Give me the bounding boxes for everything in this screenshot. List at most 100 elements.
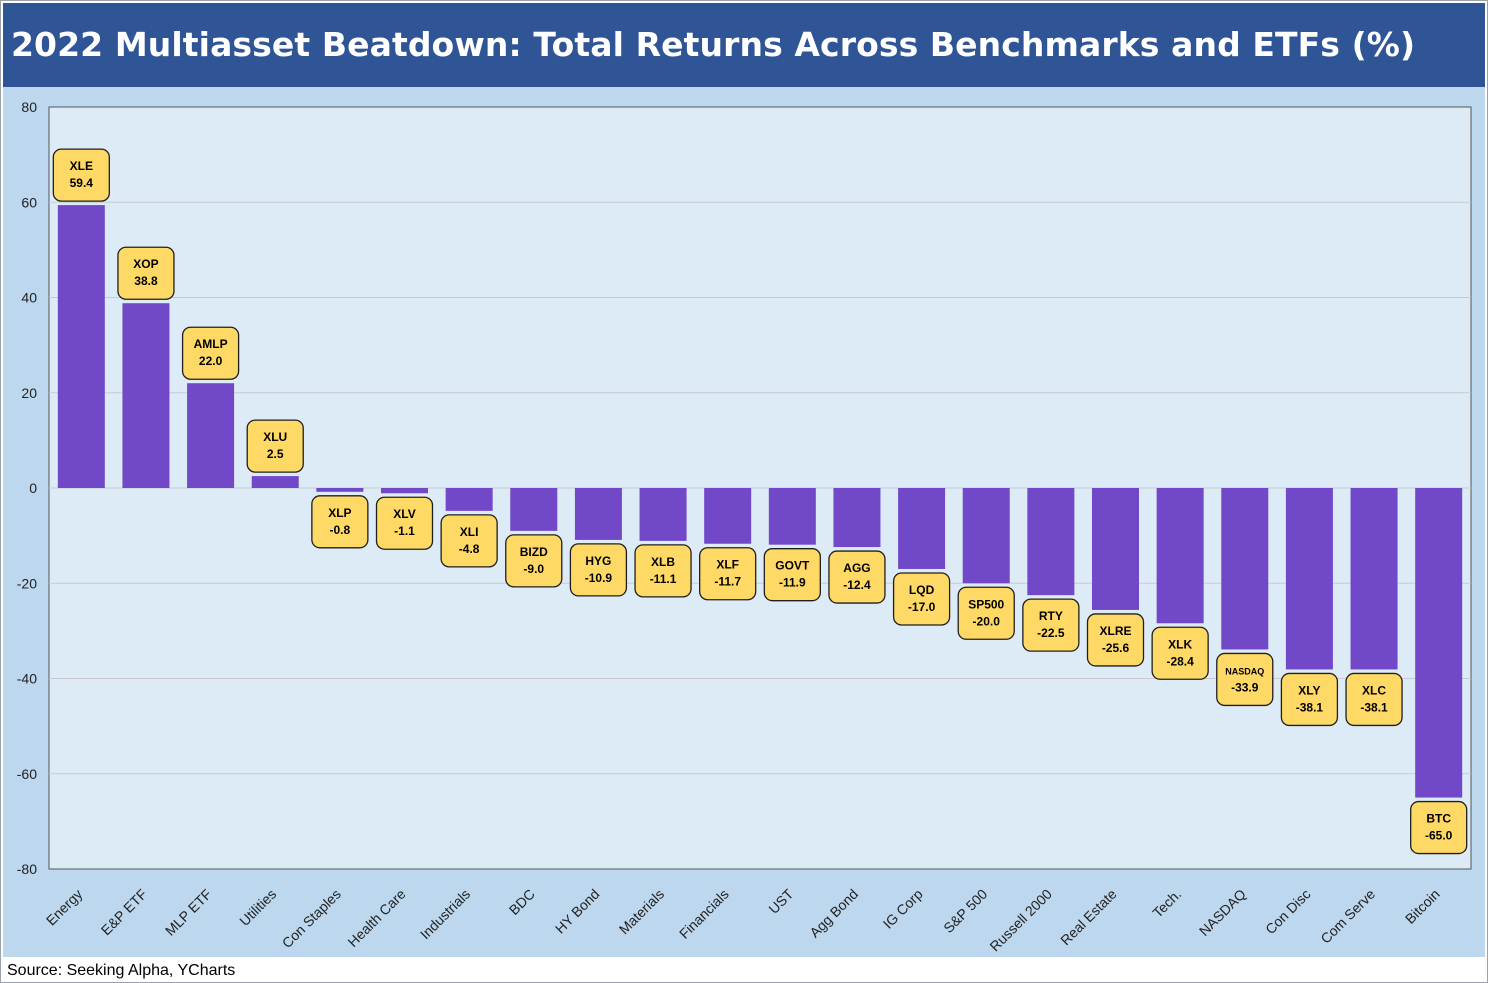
bar (445, 488, 493, 511)
data-label-box (505, 534, 563, 588)
data-label-box (1280, 672, 1339, 727)
x-tick-label: Materials (616, 886, 667, 937)
bar (1350, 488, 1398, 670)
data-label-box (311, 495, 369, 549)
x-tick-label: Com Serve (1317, 886, 1378, 947)
y-tick-label: -60 (17, 766, 37, 782)
x-tick-label: Con Staples (279, 886, 344, 951)
y-tick-label: -40 (17, 671, 37, 687)
data-label-ticker: XLE (70, 159, 93, 173)
data-label: XLI -4.8 (440, 514, 498, 568)
data-label-ticker: XLK (1168, 637, 1192, 651)
bar (510, 488, 558, 531)
bar (768, 488, 816, 545)
data-label-ticker: AMLP (194, 337, 228, 351)
data-label: XLK -28.4 (1151, 626, 1209, 680)
data-label-value: -9.0 (523, 562, 544, 576)
data-label-value: -11.7 (714, 575, 741, 589)
data-label-ticker: SP500 (968, 597, 1004, 611)
data-label: LQD -17.0 (892, 572, 951, 626)
data-label-value: -0.8 (330, 523, 351, 537)
data-label: XLF -11.7 (699, 547, 757, 601)
data-label-value: 59.4 (70, 176, 94, 190)
data-label-value: 38.8 (134, 274, 158, 288)
bar (1285, 488, 1333, 670)
bar (1415, 488, 1463, 798)
data-label-value: -33.9 (1231, 680, 1259, 694)
data-label-value: -38.1 (1296, 700, 1324, 714)
data-label-ticker: LQD (909, 583, 935, 597)
x-tick-label: IG Corp (880, 886, 926, 932)
bar (898, 488, 946, 569)
data-label-ticker: GOVT (775, 559, 810, 573)
data-label: XLRE -25.6 (1086, 613, 1145, 667)
bar (187, 383, 235, 488)
data-label-ticker: HYG (585, 554, 611, 568)
data-label-ticker: BIZD (520, 545, 548, 559)
bar (704, 488, 752, 544)
data-label: XLV -1.1 (375, 496, 434, 550)
data-label-ticker: XLF (716, 558, 739, 572)
y-tick-label: 60 (21, 194, 37, 210)
data-label-ticker: RTY (1039, 609, 1063, 623)
data-label: XLE 59.4 (52, 148, 110, 202)
data-label-box (634, 544, 692, 598)
data-label-value: -38.1 (1360, 700, 1388, 714)
bar (1156, 488, 1204, 624)
x-tick-label: Con Disc (1262, 886, 1313, 937)
y-tick-label: -20 (17, 575, 37, 591)
data-label-box (763, 548, 821, 602)
data-label: NASDAQ -33.9 (1216, 652, 1274, 707)
bars (57, 205, 1463, 798)
data-label-value: -20.0 (973, 614, 1001, 628)
data-label: XLU 2.5 (246, 419, 304, 473)
data-label-value: -12.4 (843, 578, 871, 592)
x-tick-label: Utilities (236, 886, 279, 929)
bar (962, 488, 1010, 584)
title-bar: 2022 Multiasset Beatdown: Total Returns … (3, 3, 1485, 87)
data-label-value: -65.0 (1425, 829, 1453, 843)
data-label-value: -11.9 (779, 576, 806, 590)
data-label-ticker: XLI (460, 525, 479, 539)
data-label-value: -11.1 (650, 572, 677, 586)
data-label-box (1022, 598, 1080, 652)
data-label: HYG -10.9 (569, 543, 628, 597)
data-label-box (440, 514, 498, 568)
data-label-box (957, 586, 1015, 640)
bar (833, 488, 881, 548)
y-tick-label: 40 (21, 290, 37, 306)
bar (1221, 488, 1269, 650)
data-label-value: -28.4 (1166, 654, 1194, 668)
data-label-box (117, 246, 175, 300)
data-label-box (375, 496, 434, 550)
x-tick-label: Energy (43, 886, 86, 929)
data-label-box (828, 550, 886, 604)
data-label: GOVT -11.9 (763, 548, 821, 602)
bar (316, 488, 364, 492)
data-label-box (699, 547, 757, 601)
data-label: XLC -38.1 (1345, 672, 1403, 727)
x-tick-label: Russell 2000 (986, 886, 1055, 955)
data-label: BTC -65.0 (1410, 800, 1468, 855)
data-label-box (569, 543, 628, 597)
data-label-ticker: XOP (133, 257, 158, 271)
data-label-ticker: XLV (393, 507, 415, 521)
data-label: RTY -22.5 (1022, 598, 1080, 652)
y-axis-ticks: 80 60 40 20 0 -20 -40 -60 -80 (17, 99, 37, 877)
x-tick-label: Agg Bond (806, 886, 861, 941)
bar (1092, 488, 1139, 610)
data-label-ticker: AGG (843, 561, 870, 575)
bar (251, 476, 299, 488)
x-tick-label: E&P ETF (98, 886, 150, 938)
data-label-box (1410, 800, 1468, 855)
bar (57, 205, 105, 489)
data-labels: XLE 59.4 XOP 38.8 AMLP 22.0 XLU 2.5 XLP -0.8 XLV -1… (52, 148, 1468, 855)
bar (381, 488, 428, 494)
x-tick-label: UST (765, 885, 796, 916)
x-tick-label: Financials (676, 886, 732, 942)
bar-chart: 80 60 40 20 0 -20 -40 -60 -80 XLE 59.4 XOP 38.8 AMLP 2… (17, 99, 1472, 955)
x-tick-label: Industrials (417, 886, 473, 942)
data-label: BIZD -9.0 (505, 534, 563, 588)
bar (639, 488, 687, 541)
